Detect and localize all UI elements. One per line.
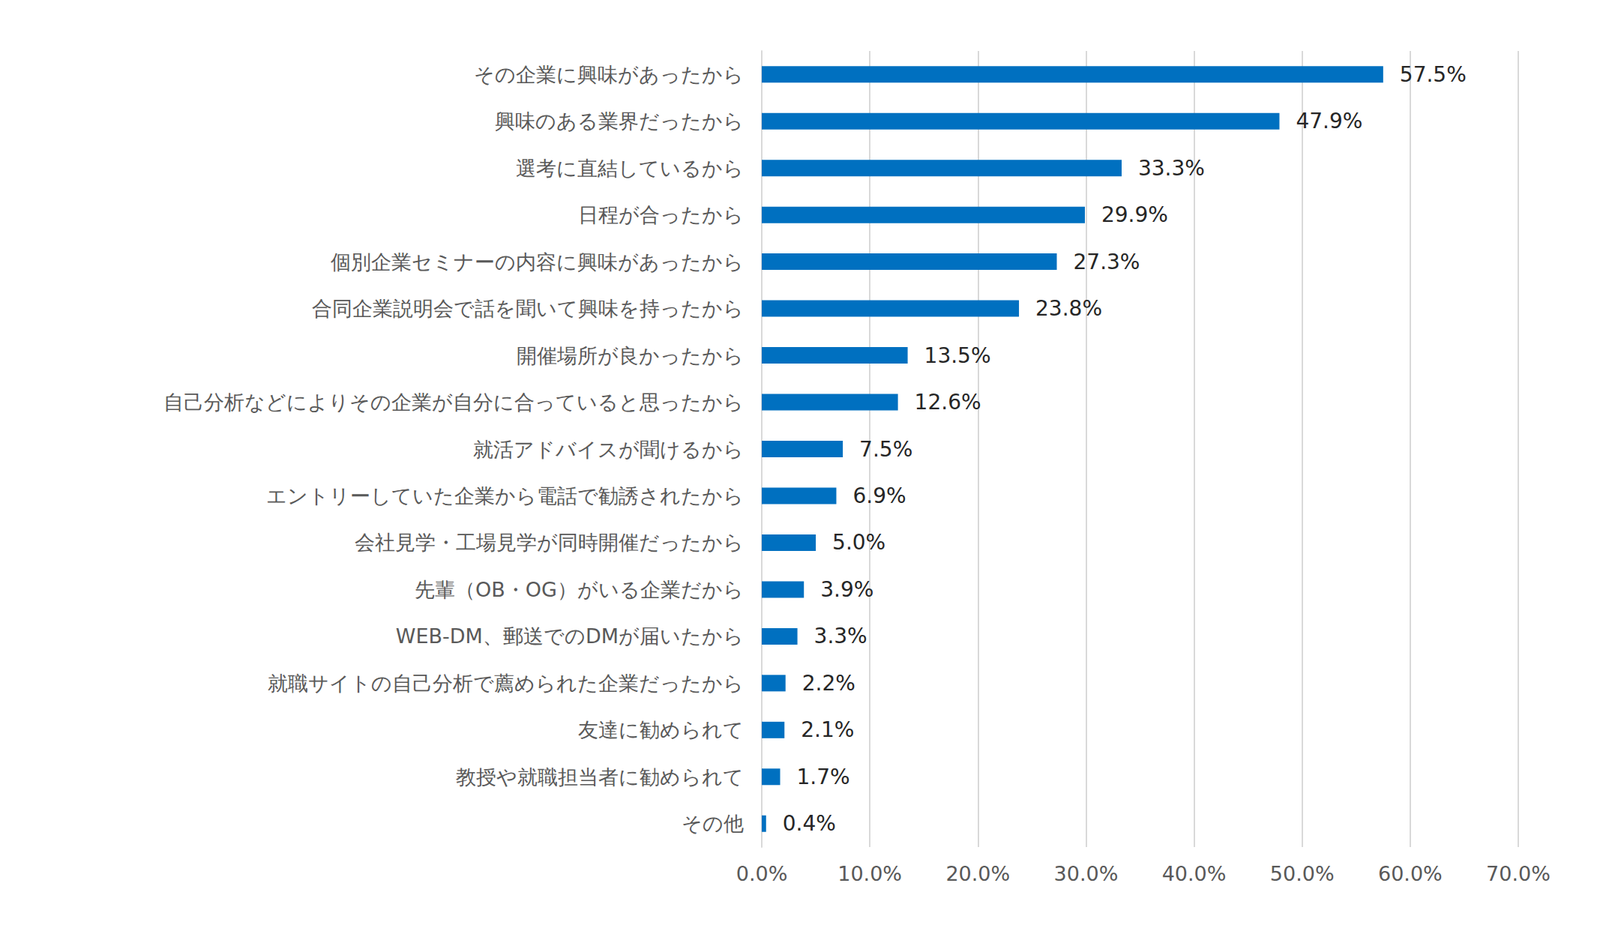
svg-text:個別企業セミナーの内容に興味があったから: 個別企業セミナーの内容に興味があったから	[330, 250, 744, 274]
svg-text:選考に直結しているから: 選考に直結しているから	[515, 156, 744, 180]
svg-text:友達に勧められて: 友達に勧められて	[578, 718, 744, 742]
svg-text:2.1%: 2.1%	[800, 717, 854, 743]
svg-text:合同企業説明会で話を聞いて興味を持ったから: 合同企業説明会で話を聞いて興味を持ったから	[311, 296, 744, 321]
svg-text:6.9%: 6.9%	[852, 483, 906, 509]
svg-text:27.3%: 27.3%	[1073, 249, 1141, 275]
svg-text:0.4%: 0.4%	[782, 811, 836, 836]
svg-text:57.5%: 57.5%	[1399, 62, 1467, 87]
svg-text:WEB-DM、郵送でのDMが届いたから: WEB-DM、郵送でのDMが届いたから	[395, 624, 744, 648]
svg-text:興味のある業界だったから: 興味のある業界だったから	[494, 109, 744, 133]
svg-text:3.3%: 3.3%	[814, 623, 868, 649]
svg-text:50.0%: 50.0%	[1270, 862, 1335, 886]
svg-text:10.0%: 10.0%	[837, 862, 902, 886]
svg-text:2.2%: 2.2%	[802, 671, 856, 696]
svg-text:教授や就職担当者に勧められて: 教授や就職担当者に勧められて	[455, 765, 744, 789]
svg-text:33.3%: 33.3%	[1138, 155, 1205, 181]
svg-text:就職サイトの自己分析で薦められた企業だったから: 就職サイトの自己分析で薦められた企業だったから	[267, 671, 744, 696]
svg-text:その企業に興味があったから: その企業に興味があったから	[473, 62, 744, 87]
svg-text:40.0%: 40.0%	[1162, 862, 1227, 886]
svg-text:エントリーしていた企業から電話で勧誘されたから: エントリーしていた企業から電話で勧誘されたから	[266, 484, 744, 508]
svg-text:開催場所が良かったから: 開催場所が良かったから	[516, 344, 744, 368]
svg-text:日程が合ったから: 日程が合ったから	[578, 203, 744, 227]
svg-text:29.9%: 29.9%	[1101, 202, 1169, 228]
svg-text:23.8%: 23.8%	[1035, 296, 1103, 321]
svg-text:47.9%: 47.9%	[1295, 108, 1363, 134]
svg-text:先輩（OB・OG）がいる企業だから: 先輩（OB・OG）がいる企業だから	[414, 578, 744, 602]
svg-text:70.0%: 70.0%	[1486, 862, 1551, 886]
svg-text:30.0%: 30.0%	[1054, 862, 1119, 886]
svg-text:1.7%: 1.7%	[797, 764, 851, 790]
svg-text:会社見学・工場見学が同時開催だったから: 会社見学・工場見学が同時開催だったから	[354, 530, 744, 555]
svg-text:0.0%: 0.0%	[736, 862, 789, 886]
svg-text:60.0%: 60.0%	[1378, 862, 1443, 886]
svg-text:3.9%: 3.9%	[820, 577, 874, 603]
svg-text:就活アドバイスが聞けるから: 就活アドバイスが聞けるから	[473, 437, 744, 462]
svg-text:12.6%: 12.6%	[914, 389, 982, 415]
svg-text:7.5%: 7.5%	[859, 437, 913, 462]
svg-text:13.5%: 13.5%	[924, 343, 992, 369]
svg-text:その他: その他	[681, 811, 744, 836]
svg-text:5.0%: 5.0%	[832, 530, 886, 555]
svg-text:20.0%: 20.0%	[945, 862, 1010, 886]
svg-text:自己分析などによりその企業が自分に合っていると思ったから: 自己分析などによりその企業が自分に合っていると思ったから	[163, 390, 744, 414]
